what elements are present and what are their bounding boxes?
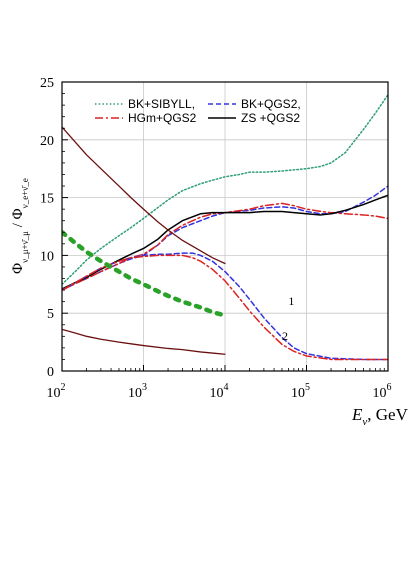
y-tick-label: 0 (47, 365, 54, 380)
series-line-4 (62, 252, 388, 361)
grid-lines (62, 82, 388, 371)
y-tick-label: 15 (40, 192, 54, 207)
series-line-7 (62, 328, 226, 355)
legend-label: BK+SIBYLL, (128, 97, 195, 111)
y-tick-label: 10 (40, 249, 54, 264)
y-axis-label: Φν_μ+ν̄_μ / Φν_e+ν̄_e (10, 178, 30, 274)
series-line-6 (62, 126, 226, 265)
series-curves (62, 93, 388, 361)
x-axis-label: Eν, GeV (351, 405, 409, 428)
axis-labels: Eν, GeV Φν_μ+ν̄_μ / Φν_e+ν̄_e (10, 178, 409, 428)
y-tick-label: 20 (40, 134, 54, 149)
y-axis-label-num: Φ (10, 263, 26, 274)
curve-annotations: 12 (282, 294, 294, 343)
x-tick-label: 102 (47, 382, 66, 401)
legend-label: BK+QGS2, (241, 97, 301, 111)
x-tick-label: 103 (128, 382, 147, 401)
series-line-5 (62, 254, 388, 361)
y-axis-label-den: Φ (10, 208, 26, 219)
y-tick-label: 5 (47, 307, 54, 322)
x-tick-label: 105 (291, 382, 310, 401)
series-line-0 (62, 93, 388, 286)
x-axis-label-unit: , GeV (367, 405, 408, 424)
y-axis-label-num-sub: ν_μ+ν̄_μ (20, 231, 30, 263)
legend-label: ZS +QGS2 (241, 111, 300, 125)
curve-number-label: 1 (288, 294, 294, 308)
axis-ticks: 102 103 104 105 106 0 5 10 15 20 25 (40, 76, 392, 401)
x-axis-label-var: E (351, 405, 363, 424)
y-axis-label-den-sub: ν_e+ν̄_e (20, 178, 30, 208)
y-axis-label-sep: / (10, 219, 26, 231)
y-tick-label: 25 (40, 76, 54, 91)
x-tick-label: 106 (373, 382, 392, 401)
legend-label: HGm+QGS2 (128, 111, 197, 125)
x-tick-label: 104 (210, 382, 229, 401)
series-line-8 (62, 230, 228, 318)
x-axis-label-sub: ν (362, 416, 367, 428)
curve-number-label: 2 (282, 329, 288, 343)
legend: BK+SIBYLL,HGm+QGS2 BK+QGS2,ZS +QGS2 (95, 97, 301, 125)
